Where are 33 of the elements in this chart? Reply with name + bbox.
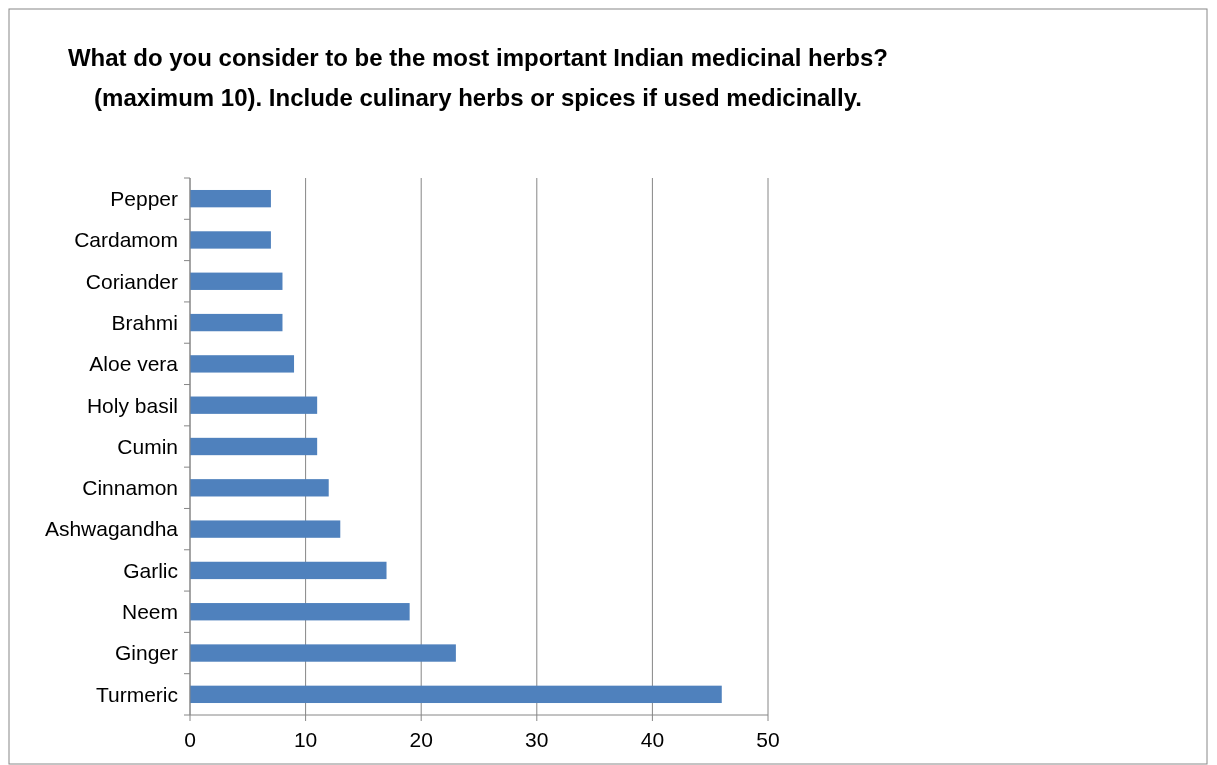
y-tick-label: Pepper xyxy=(110,187,178,210)
x-tick-label: 0 xyxy=(184,728,196,751)
bar xyxy=(190,603,410,621)
x-tick-label: 10 xyxy=(293,728,318,751)
y-tick-label: Ashwagandha xyxy=(44,517,179,541)
bar xyxy=(190,396,318,414)
bar xyxy=(190,479,329,497)
y-tick-label: Holy basil xyxy=(86,393,178,417)
y-tick-label: Neem xyxy=(121,600,178,624)
x-tick-label: 50 xyxy=(756,728,780,751)
y-tick-label: Ginger xyxy=(114,641,179,665)
y-tick-label: Cardamom xyxy=(74,228,178,252)
bar xyxy=(190,272,283,290)
y-tick-label: Turmeric xyxy=(95,682,178,706)
x-tick-label: 40 xyxy=(640,728,665,751)
y-tick-label: Cumin xyxy=(117,434,178,458)
y-tick-label: Aloe vera xyxy=(89,352,179,376)
bar xyxy=(190,355,295,373)
y-tick-label: Cinnamon xyxy=(82,476,178,500)
bar xyxy=(190,437,318,456)
chart-title: What do you consider to be the most important Indian medicinal herbs? (maximum 10). Include culinary herbs or spices if used medicinally. xyxy=(67,44,889,111)
y-tick-label: Coriander xyxy=(85,269,178,293)
bar xyxy=(190,231,271,249)
bar xyxy=(190,313,283,332)
bar xyxy=(190,189,271,208)
y-tick-label: Brahmi xyxy=(111,310,178,334)
y-tick-label: Garlic xyxy=(123,558,178,582)
bar xyxy=(190,520,341,538)
x-tick-label: 20 xyxy=(409,728,433,751)
bar xyxy=(190,644,456,662)
bar xyxy=(190,561,387,580)
x-tick-label: 30 xyxy=(525,728,549,751)
bar xyxy=(190,685,722,704)
